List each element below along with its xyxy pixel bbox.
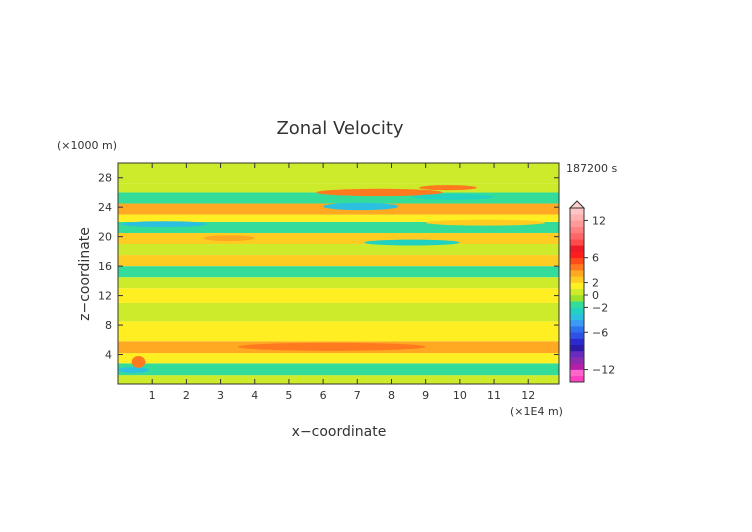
colorbar-cell xyxy=(570,326,584,333)
colorbar: 12 6 20−2 −6 −12 xyxy=(568,200,615,383)
x-tick-label: 12 xyxy=(521,389,535,402)
heatmap-band xyxy=(118,266,559,278)
colorbar-tick-label: 2 xyxy=(592,277,599,290)
heatmap-feature xyxy=(131,356,146,368)
colorbar-tick-label: 6 xyxy=(592,252,599,265)
colorbar-cell xyxy=(570,239,584,246)
heatmap-band xyxy=(118,244,559,256)
x-unit-label: (×1E4 m) xyxy=(510,405,563,418)
chart-title: Zonal Velocity xyxy=(276,118,403,139)
colorbar-cell xyxy=(570,319,584,327)
x-tick-label: 3 xyxy=(217,389,224,402)
colorbar-cell xyxy=(570,350,584,358)
heatmap-feature xyxy=(121,221,207,228)
x-tick-label: 10 xyxy=(453,389,467,402)
x-tick-label: 7 xyxy=(354,389,361,402)
colorbar-cells xyxy=(570,208,584,383)
heatmap-feature xyxy=(500,364,549,371)
colorbar-cell xyxy=(570,307,584,314)
x-tick-label: 6 xyxy=(320,389,327,402)
colorbar-cell xyxy=(570,270,584,277)
x-axis-ticks: 1 2 3 4 5 6 7 8 9 10 11 12 xyxy=(149,163,535,402)
heatmap-feature xyxy=(203,235,255,242)
heatmap-feature xyxy=(364,239,460,246)
colorbar-tick-label: 12 xyxy=(592,214,606,227)
heatmap-band xyxy=(118,232,559,245)
colorbar-cell xyxy=(570,295,584,302)
plot-area xyxy=(117,162,560,385)
heatmap-feature xyxy=(316,188,443,197)
heatmap-band xyxy=(118,214,559,222)
heatmap-band xyxy=(118,321,559,342)
heatmap-band xyxy=(118,192,559,204)
heatmap-band xyxy=(118,277,559,289)
x-tick-label: 5 xyxy=(285,389,292,402)
y-tick-label: 12 xyxy=(98,290,112,303)
heatmap-band xyxy=(118,221,559,233)
y-tick-label: 8 xyxy=(105,319,112,332)
colorbar-cell xyxy=(570,232,584,240)
heatmap-bands xyxy=(118,163,559,384)
colorbar-cell xyxy=(570,208,584,215)
heatmap-feature xyxy=(412,193,495,200)
x-tick-label: 4 xyxy=(251,389,258,402)
heatmap-feature xyxy=(323,202,399,211)
colorbar-cell xyxy=(570,226,584,234)
heatmap-band xyxy=(118,163,559,184)
heatmap-feature xyxy=(118,367,149,373)
x-axis-title: x−coordinate xyxy=(292,424,387,440)
x-tick-label: 8 xyxy=(388,389,395,402)
colorbar-cell xyxy=(570,363,584,370)
heatmap-band xyxy=(118,288,559,303)
y-unit-label: (×1000 m) xyxy=(57,139,117,152)
colorbar-cell xyxy=(570,251,584,259)
colorbar-tick-label: −2 xyxy=(592,301,608,314)
x-tick-label: 2 xyxy=(183,389,190,402)
colorbar-cell xyxy=(570,214,584,221)
heatmap-band xyxy=(118,375,559,384)
colorbar-cell xyxy=(570,332,584,339)
heatmap-band xyxy=(118,363,559,376)
colorbar-cell xyxy=(570,282,584,290)
colorbar-cell xyxy=(570,344,584,352)
colorbar-tick-label: −6 xyxy=(592,326,608,339)
colorbar-cell xyxy=(570,276,584,283)
colorbar-cell xyxy=(570,375,584,383)
heatmap-feature xyxy=(237,342,426,351)
heatmap-band xyxy=(118,302,559,322)
heatmap-features xyxy=(118,185,549,373)
heatmap-band xyxy=(118,255,559,267)
colorbar-cell xyxy=(570,369,584,377)
colorbar-labels: 12 6 20−2 −6 −12 xyxy=(584,214,615,377)
colorbar-tick-label: 0 xyxy=(592,289,599,302)
heatmap-feature xyxy=(425,219,546,226)
y-tick-label: 4 xyxy=(105,349,112,362)
y-tick-label: 16 xyxy=(98,260,112,273)
colorbar-overflow-arrow xyxy=(568,200,586,209)
time-label: 187200 s xyxy=(566,162,617,175)
colorbar-cell xyxy=(570,220,584,227)
y-axis-title: z−coordinate xyxy=(77,227,93,321)
colorbar-cell xyxy=(570,357,584,364)
plot-frame xyxy=(117,162,560,385)
y-tick-label: 28 xyxy=(98,172,112,185)
x-tick-label: 9 xyxy=(422,389,429,402)
colorbar-cell xyxy=(570,257,584,265)
x-tick-label: 1 xyxy=(149,389,156,402)
colorbar-cell xyxy=(570,263,584,271)
heatmap-band xyxy=(118,183,559,193)
x-tick-label: 11 xyxy=(487,389,501,402)
y-tick-label: 24 xyxy=(98,201,112,214)
colorbar-tick-label: −12 xyxy=(592,364,615,377)
heatmap-band xyxy=(118,353,559,364)
colorbar-cell xyxy=(570,288,584,296)
y-axis-ticks: 4 8 12 16 20 24 28 xyxy=(98,172,559,362)
y-tick-label: 20 xyxy=(98,231,112,244)
colorbar-cell xyxy=(570,301,584,308)
colorbar-cell xyxy=(570,245,584,252)
heatmap-feature xyxy=(418,185,477,191)
colorbar-cell xyxy=(570,338,584,346)
colorbar-cell xyxy=(570,313,584,321)
